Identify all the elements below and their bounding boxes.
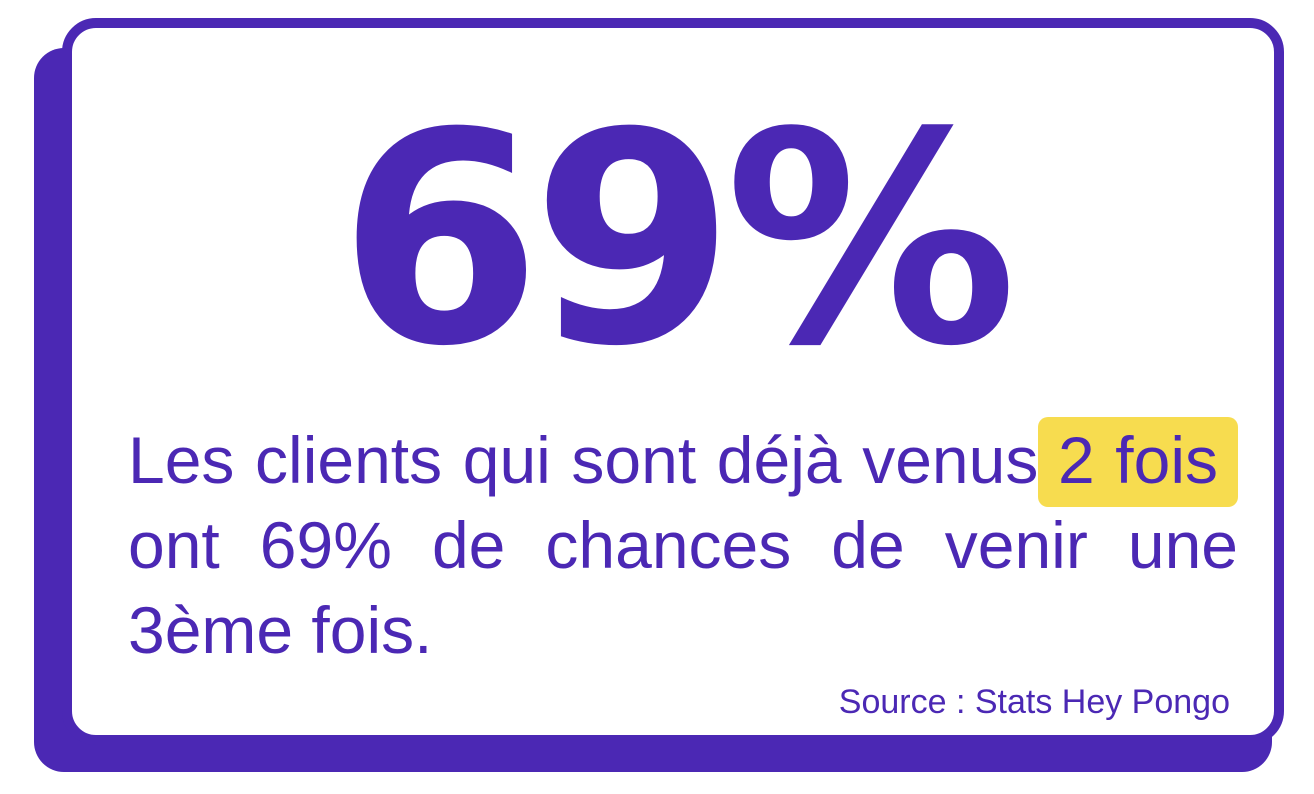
description-end: ont 69% de chances de venir une 3ème foi… [128,508,1238,667]
description-start: Les clients qui sont déjà venus [128,423,1039,497]
stat-description: Les clients qui sont déjà venus 2 fois o… [128,417,1238,673]
stat-card: 69% Les clients qui sont déjà venus 2 fo… [62,18,1284,745]
source-note: Source : Stats Hey Pongo [838,683,1230,721]
highlighted-text: 2 fois [1037,417,1238,507]
headline-stat: 69% [338,70,1018,410]
